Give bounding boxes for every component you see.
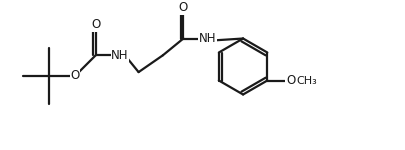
Text: O: O (70, 69, 80, 82)
Text: O: O (91, 18, 100, 31)
Text: O: O (179, 1, 188, 14)
Text: O: O (286, 74, 295, 87)
Text: NH: NH (111, 49, 129, 62)
Text: NH: NH (199, 32, 216, 45)
Text: CH₃: CH₃ (296, 75, 317, 86)
